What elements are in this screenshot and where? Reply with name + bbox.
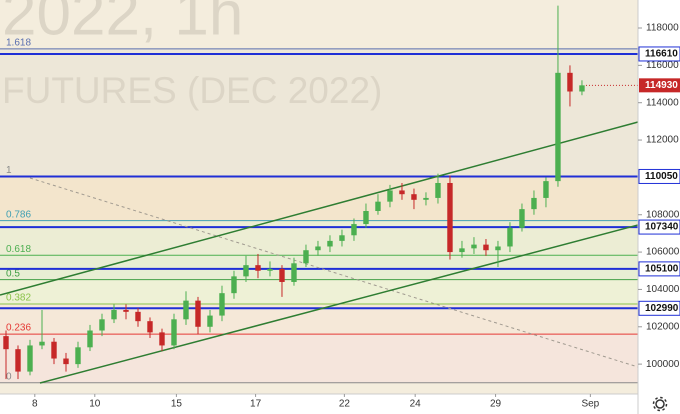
- price-label-box: [638, 168, 680, 184]
- price-label: 105100: [645, 264, 679, 275]
- candle-body: [63, 358, 69, 365]
- channel-line: [39, 224, 639, 384]
- fib-label: 0.382: [6, 293, 31, 304]
- candle-body: [495, 246, 501, 251]
- candle-body: [195, 300, 201, 327]
- x-tick-label: Sep: [581, 399, 599, 410]
- watermark: 2022, 1h: [2, 0, 243, 48]
- candle-body: [99, 319, 105, 331]
- price-label: 116610: [645, 49, 678, 60]
- fib-label: 0.236: [6, 323, 31, 334]
- price-label-box: [638, 300, 680, 316]
- candle-body: [231, 276, 237, 294]
- candle-body: [183, 300, 189, 320]
- candle-body: [219, 293, 225, 316]
- candle-body: [87, 330, 93, 348]
- candle-body: [555, 72, 561, 182]
- fib-label: 0: [6, 371, 12, 382]
- candle-body: [471, 244, 477, 249]
- candle-body: [543, 181, 549, 198]
- candle-body: [435, 182, 441, 198]
- fib-label: 1: [6, 165, 12, 176]
- candle-body: [159, 332, 165, 346]
- y-tick-label: 118000: [646, 23, 679, 34]
- candle-body: [171, 319, 177, 346]
- candle-body: [255, 265, 261, 271]
- candle-body: [267, 268, 273, 271]
- x-tick-label: 15: [171, 399, 183, 410]
- y-tick-label: 104000: [646, 284, 680, 295]
- fib-label: 1.618: [6, 38, 31, 49]
- candle-body: [135, 311, 141, 322]
- candle-body: [279, 268, 285, 282]
- time-axis: [0, 394, 638, 414]
- candle-body: [339, 235, 345, 241]
- candle-body: [3, 336, 9, 350]
- candle-body: [387, 190, 393, 202]
- candle-body: [423, 197, 429, 200]
- price-axis: [638, 0, 680, 414]
- candle-body: [411, 194, 417, 200]
- x-tick-label: 29: [490, 399, 502, 410]
- y-tick-label: 100000: [646, 359, 680, 370]
- y-tick-label: 114000: [646, 97, 679, 108]
- x-tick-label: 8: [32, 399, 38, 410]
- price-label: 110050: [645, 171, 678, 182]
- candle-body: [147, 321, 153, 333]
- x-tick-label: 17: [250, 399, 262, 410]
- candle-body: [123, 309, 129, 312]
- candle-body: [75, 347, 81, 365]
- price-label-box: [638, 219, 680, 235]
- x-tick-label: 10: [89, 399, 101, 410]
- candle-body: [207, 315, 213, 327]
- candle-body: [351, 224, 357, 236]
- settings-icon[interactable]: [652, 396, 668, 412]
- candle-body: [303, 250, 309, 264]
- candle-body: [483, 244, 489, 251]
- candle-body: [447, 182, 453, 253]
- candle-body: [327, 240, 333, 247]
- candle-body: [27, 345, 33, 372]
- trend-line: [29, 177, 639, 368]
- fib-label: 0.5: [6, 268, 20, 279]
- watermark: FUTURES (DEC 2022): [2, 70, 382, 111]
- x-tick-label: 22: [339, 399, 351, 410]
- candle-body: [111, 309, 117, 320]
- price-label: 107340: [645, 222, 679, 233]
- candle-body: [243, 265, 249, 277]
- candle-body: [375, 201, 381, 212]
- candle-body: [507, 227, 513, 247]
- candle-body: [459, 248, 465, 253]
- candle-body: [579, 85, 585, 92]
- fib-band: [0, 48, 638, 177]
- candle-body: [567, 72, 573, 92]
- candle-body: [399, 190, 405, 195]
- candle-body: [15, 349, 21, 372]
- candle-body: [51, 341, 57, 359]
- fib-label: 0.618: [6, 244, 31, 255]
- candle-body: [315, 246, 321, 251]
- y-tick-label: 112000: [646, 135, 679, 146]
- y-tick-label: 106000: [646, 247, 680, 258]
- candle-body: [363, 211, 369, 225]
- candle-body: [519, 209, 525, 228]
- price-label-box: [638, 261, 680, 277]
- candle-body: [291, 263, 297, 282]
- candle-body: [531, 197, 537, 210]
- fib-band: [0, 279, 638, 304]
- channel-line: [0, 121, 639, 296]
- fib-label: 0.786: [6, 209, 31, 220]
- candle-body: [39, 341, 45, 346]
- price-label-box: [638, 46, 680, 62]
- last-price-label: 114930: [645, 80, 678, 91]
- y-tick-label: 102000: [646, 321, 680, 332]
- last-price-box: [639, 78, 680, 93]
- y-tick-label: 108000: [646, 209, 680, 220]
- price-label: 102990: [645, 303, 679, 314]
- x-tick-label: 24: [410, 399, 422, 410]
- fib-band: [0, 334, 638, 383]
- y-tick-label: 116000: [646, 60, 679, 71]
